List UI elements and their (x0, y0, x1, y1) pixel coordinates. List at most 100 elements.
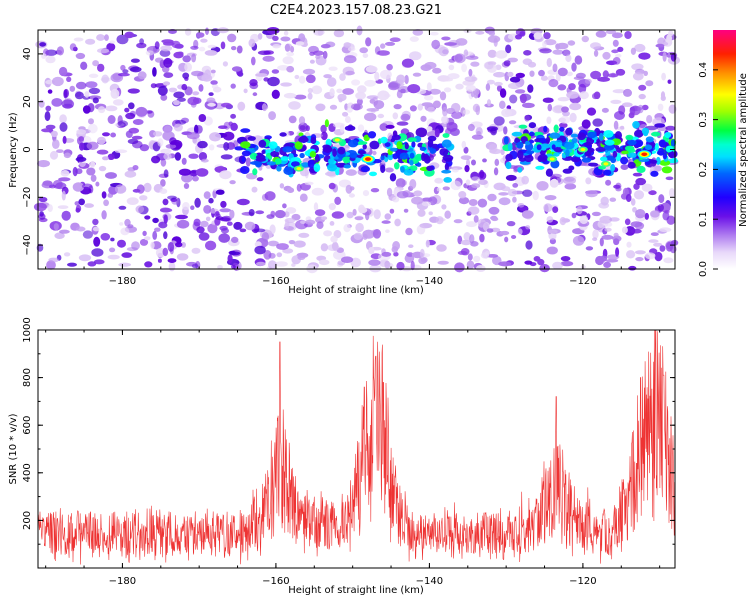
heatmap-cell (59, 114, 67, 124)
heatmap-cell (495, 64, 502, 71)
heatmap-cell (198, 152, 208, 161)
heatmap-cell (605, 179, 612, 186)
heatmap-cell (100, 233, 111, 241)
heatmap-cell (478, 179, 488, 185)
heatmap-cell (602, 51, 611, 60)
heatmap-cell (107, 192, 114, 198)
heatmap-cell (593, 91, 601, 100)
heatmap-cell (237, 101, 246, 111)
heatmap-cell (487, 49, 497, 58)
heatmap-cell (569, 102, 582, 111)
heatmap-cell (384, 142, 391, 148)
heatmap-cell (466, 260, 475, 270)
heatmap-cell (187, 96, 200, 106)
heatmap-cell (157, 258, 162, 263)
heatmap-cell (659, 139, 667, 148)
heatmap-cell (62, 103, 74, 109)
heatmap-cell (283, 166, 294, 175)
heatmap-cell (54, 232, 65, 239)
heatmap-cell (314, 153, 320, 163)
heatmap-cell (163, 57, 173, 68)
heatmap-cell (467, 206, 480, 215)
heatmap-cell (586, 107, 597, 116)
heatmap-cell (385, 124, 395, 129)
heatmap-cell (392, 153, 399, 160)
heatmap-cell (163, 231, 168, 240)
heatmap-cell (434, 177, 444, 184)
heatmap-cell (613, 184, 621, 189)
heatmap-cell (181, 242, 186, 248)
heatmap-cell (566, 91, 579, 99)
heatmap-cell (333, 250, 346, 260)
heatmap-cell (186, 132, 200, 140)
heatmap-cell (287, 187, 295, 193)
heatmap-cell (345, 70, 355, 76)
heatmap-cell (535, 165, 545, 170)
heatmap-cell (505, 174, 517, 181)
heatmap-cell (351, 79, 361, 86)
heatmap-cell (650, 170, 659, 177)
heatmap-cell (486, 79, 495, 85)
heatmap-cell (587, 131, 597, 139)
heatmap-cell (412, 72, 422, 77)
heatmap-cell (467, 123, 475, 132)
heatmap-cell (507, 142, 513, 152)
heatmap-cell (343, 224, 351, 233)
heatmap-cell (604, 227, 612, 232)
heatmap-cell (329, 88, 335, 97)
heatmap-cell (624, 218, 631, 226)
heatmap-cell (105, 172, 117, 179)
heatmap-cell (630, 221, 643, 228)
heatmap-cell (420, 257, 428, 263)
heatmap-cell (572, 235, 585, 246)
heatmap-cell (163, 169, 169, 178)
heatmap-cell (169, 137, 177, 146)
heatmap-cell (328, 182, 336, 190)
heatmap-cell (286, 52, 295, 57)
heatmap-cell (300, 220, 307, 225)
heatmap-cell (468, 68, 473, 77)
heatmap-cell (491, 217, 499, 222)
heatmap-cell (380, 43, 386, 49)
heatmap-cell (120, 227, 130, 236)
heatmap-cell (507, 71, 514, 78)
heatmap-cell (152, 67, 157, 77)
heatmap-cell (599, 132, 604, 142)
heatmap-cell (661, 72, 666, 81)
heatmap-cell (454, 54, 463, 63)
heatmap-cell (195, 168, 209, 177)
heatmap-cell (439, 148, 449, 156)
heatmap-cell (638, 93, 646, 100)
heatmap-cell (309, 151, 317, 158)
heatmap-cell (316, 221, 324, 230)
heatmap-cell (249, 152, 258, 160)
heatmap-cell (373, 100, 385, 110)
heatmap-cell (401, 58, 415, 68)
heatmap-bright-spot (603, 162, 609, 166)
heatmap-cell (635, 209, 646, 219)
heatmap-cell (665, 145, 674, 153)
heatmap-cell (632, 207, 637, 213)
heatmap-cell (162, 198, 169, 206)
heatmap-cell (512, 183, 519, 188)
heatmap-cell (255, 261, 266, 266)
figure-title: C2E4.2023.157.08.23.G21 (270, 3, 442, 18)
heatmap-cell (512, 196, 517, 203)
heatmap-cell (519, 93, 527, 104)
heatmap-cell (313, 202, 319, 212)
heatmap-cell (612, 150, 618, 158)
heatmap-cell (477, 198, 488, 208)
heatmap-cell (460, 239, 472, 246)
heatmap-cell (524, 260, 533, 265)
heatmap-cell (168, 261, 176, 272)
heatmap-cell (349, 152, 359, 159)
heatmap-cell (175, 242, 183, 248)
heatmap-cell (630, 198, 636, 206)
heatmap-cell (201, 158, 209, 163)
heatmap-cell (254, 245, 266, 255)
heatmap-cell (247, 136, 256, 141)
heatmap-cell (557, 97, 570, 102)
heatmap-cell (78, 254, 92, 262)
heatmap-cell (630, 228, 642, 234)
heatmap-cell (321, 216, 328, 221)
